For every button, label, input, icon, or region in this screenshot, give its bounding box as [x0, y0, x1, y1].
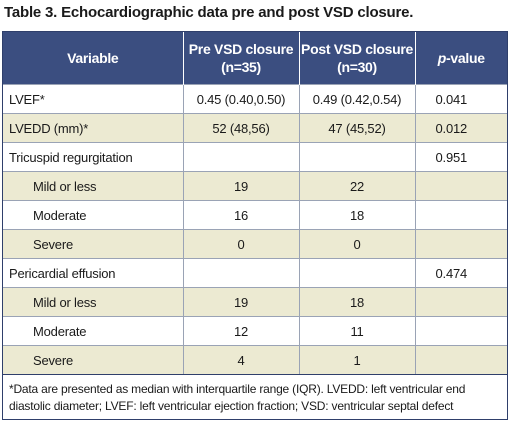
row-p-value: 0.951: [415, 142, 507, 172]
row-pre-value: 19: [183, 287, 300, 317]
header-variable: Variable: [3, 32, 184, 85]
table-row: Mild or less 19 18: [3, 287, 507, 317]
header-pre-vsd: Pre VSD closure (n=35): [183, 32, 300, 85]
row-variable: Mild or less: [3, 287, 184, 317]
header-post-label: Post VSD closure: [301, 41, 413, 57]
table-header-row: Variable Pre VSD closure (n=35) Post VSD…: [3, 32, 507, 85]
header-post-n: (n=30): [337, 59, 377, 75]
table-caption: Table 3. Echocardiographic data pre and …: [4, 4, 414, 21]
row-p-value: [415, 171, 507, 201]
row-pre-value: 52 (48,56): [183, 113, 300, 143]
row-post-value: [299, 258, 416, 288]
row-variable: Pericardial effusion: [3, 258, 184, 288]
row-post-value: 18: [299, 200, 416, 230]
row-post-value: 1: [299, 345, 416, 374]
row-p-value: [415, 345, 507, 374]
row-post-value: 47 (45,52): [299, 113, 416, 143]
table-row: Severe 4 1: [3, 345, 507, 374]
header-p-rest: -value: [446, 50, 485, 66]
row-variable: Tricuspid regurgitation: [3, 142, 184, 172]
table-row: LVEDD (mm)* 52 (48,56) 47 (45,52) 0.012: [3, 113, 507, 143]
row-pre-value: 19: [183, 171, 300, 201]
row-p-value: 0.474: [415, 258, 507, 288]
row-post-value: 11: [299, 316, 416, 346]
table-frame: Variable Pre VSD closure (n=35) Post VSD…: [2, 31, 508, 420]
row-post-value: 0: [299, 229, 416, 259]
data-table: Variable Pre VSD closure (n=35) Post VSD…: [3, 32, 507, 374]
row-p-value: [415, 200, 507, 230]
row-p-value: 0.041: [415, 84, 507, 114]
row-variable: LVEF*: [3, 84, 184, 114]
row-variable: Mild or less: [3, 171, 184, 201]
table-row: LVEF* 0.45 (0.40,0.50) 0.49 (0.42,0.54) 0.0…: [3, 84, 507, 114]
table-row: Moderate 12 11: [3, 316, 507, 346]
row-variable: Moderate: [3, 316, 184, 346]
table-row: Tricuspid regurgitation 0.951: [3, 142, 507, 172]
row-pre-value: [183, 258, 300, 288]
row-post-value: 0.49 (0.42,0.54): [299, 84, 416, 114]
row-post-value: 22: [299, 171, 416, 201]
table-row: Moderate 16 18: [3, 200, 507, 230]
table-row: Pericardial effusion 0.474: [3, 258, 507, 288]
table-row: Mild or less 19 22: [3, 171, 507, 201]
header-post-vsd: Post VSD closure (n=30): [299, 32, 416, 85]
row-pre-value: 4: [183, 345, 300, 374]
table-footnote: *Data are presented as median with inter…: [3, 374, 507, 415]
row-variable: Moderate: [3, 200, 184, 230]
row-pre-value: 12: [183, 316, 300, 346]
row-variable: LVEDD (mm)*: [3, 113, 184, 143]
header-pre-n: (n=35): [221, 59, 261, 75]
row-pre-value: [183, 142, 300, 172]
header-p-value: p-value: [415, 32, 507, 85]
row-pre-value: 16: [183, 200, 300, 230]
table-row: Severe 0 0: [3, 229, 507, 259]
row-pre-value: 0: [183, 229, 300, 259]
row-post-value: [299, 142, 416, 172]
table-body: LVEF* 0.45 (0.40,0.50) 0.49 (0.42,0.54) 0.0…: [3, 84, 507, 374]
row-p-value: [415, 287, 507, 317]
row-variable: Severe: [3, 229, 184, 259]
row-p-value: [415, 229, 507, 259]
header-p-italic: p: [437, 50, 447, 66]
row-pre-value: 0.45 (0.40,0.50): [183, 84, 300, 114]
row-post-value: 18: [299, 287, 416, 317]
row-p-value: [415, 316, 507, 346]
header-pre-label: Pre VSD closure: [188, 41, 294, 57]
row-variable: Severe: [3, 345, 184, 374]
row-p-value: 0.012: [415, 113, 507, 143]
